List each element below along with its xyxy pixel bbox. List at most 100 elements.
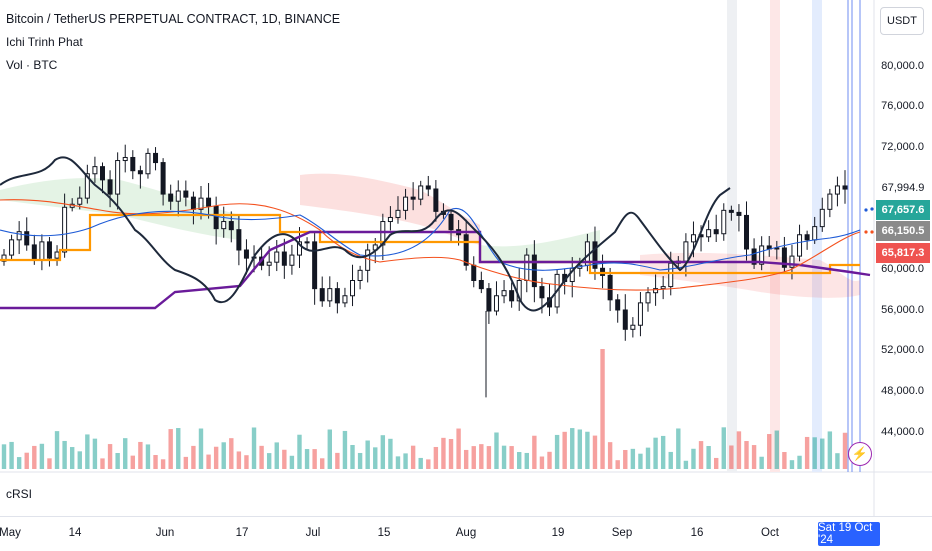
session-highlight-band: [727, 0, 737, 472]
volume-bar: [9, 441, 14, 469]
volume-bar: [426, 459, 431, 469]
volume-bar: [69, 447, 75, 469]
indicator-ichi-label[interactable]: Ichi Trinh Phat: [6, 35, 83, 49]
volume-bar: [827, 431, 833, 469]
volume-bar: [327, 429, 332, 469]
base-line: [0, 207, 861, 271]
volume-bar: [176, 428, 181, 469]
candle-body: [99, 166, 105, 181]
candle-body: [410, 196, 416, 200]
price-chart[interactable]: [0, 0, 932, 516]
candle-body: [92, 166, 98, 175]
volume-bar: [456, 428, 461, 469]
candle-body: [243, 249, 249, 259]
volume-bar: [751, 445, 757, 469]
volume-bar: [32, 445, 37, 469]
volume-bar: [562, 431, 567, 469]
volume-bar: [266, 453, 272, 469]
ichimoku-cloud: [640, 252, 860, 298]
price-tick: 72,000.0: [881, 141, 924, 153]
forecast-dot: [864, 230, 868, 234]
indicator-volume-label[interactable]: Vol · BTC: [6, 58, 58, 72]
volume-bar: [342, 430, 348, 469]
candle-body: [509, 290, 515, 302]
price-tick: 44,000.0: [881, 426, 924, 438]
candle-body: [653, 288, 659, 294]
volume-bar: [607, 442, 613, 469]
candle-body: [77, 197, 83, 205]
volume-bar: [403, 453, 408, 469]
volume-bar: [115, 453, 120, 469]
price-tick: 76,000.0: [881, 100, 924, 112]
symbol-title[interactable]: Bitcoin / TetherUS PERPETUAL CONTRACT, 1…: [6, 12, 341, 26]
candle-body: [630, 324, 636, 330]
volume-bar: [145, 444, 151, 469]
candle-body: [24, 231, 30, 246]
candle-body: [418, 185, 424, 200]
volume-bar: [721, 427, 726, 469]
candle-body: [160, 162, 166, 195]
time-tick: 19: [551, 527, 565, 539]
current-price-label: 67,994.9: [881, 182, 925, 194]
volume-bar: [198, 428, 204, 469]
candle-body: [54, 251, 60, 259]
volume-bar: [191, 445, 196, 469]
volume-bar: [107, 444, 113, 469]
time-tick: May: [0, 527, 21, 539]
lightning-icon[interactable]: ⚡: [848, 442, 872, 466]
volume-bar: [744, 441, 749, 469]
volume-bar: [676, 428, 681, 469]
forecast-dot: [870, 230, 874, 234]
time-tick: Oct: [761, 527, 779, 539]
currency-button[interactable]: USDT: [880, 7, 924, 35]
candle-body: [387, 216, 393, 223]
candle-body: [637, 302, 643, 326]
volume-bar: [395, 456, 401, 469]
candle-body: [524, 254, 530, 281]
volume-bar: [92, 438, 98, 469]
volume-bar: [804, 436, 810, 469]
candle-body: [819, 208, 825, 228]
volume-bar: [274, 442, 279, 469]
volume-bar: [251, 427, 257, 469]
volume-bar: [320, 458, 325, 469]
time-axis[interactable]: May 14 Jun 17 Jul 15 Aug 19 Sep 16 Oct S…: [0, 516, 932, 551]
volume-bar: [691, 448, 696, 469]
kijun-line: [0, 213, 860, 275]
indicator-crsi-label[interactable]: cRSI: [6, 487, 33, 501]
candle-body: [198, 197, 204, 210]
volume-bar: [524, 452, 529, 469]
candle-body: [107, 179, 113, 195]
candle-body: [713, 229, 719, 235]
volume-bar: [259, 445, 264, 469]
ichimoku-cloud: [480, 230, 600, 264]
time-tick: Aug: [455, 527, 477, 539]
candle-body: [327, 288, 333, 302]
volume-bar: [365, 440, 370, 469]
price-tick: 48,000.0: [881, 385, 924, 397]
candle-body: [501, 290, 507, 297]
volume-bar: [592, 435, 598, 469]
candle-body: [296, 241, 302, 256]
time-tick: 14: [68, 527, 82, 539]
candle-body: [395, 209, 401, 218]
volume-bar: [1, 444, 7, 469]
volume-bar: [585, 431, 590, 469]
candle-body: [471, 264, 477, 281]
candle-body: [744, 214, 750, 250]
candle-body: [319, 288, 325, 302]
volume-bar: [380, 435, 386, 469]
volume-bar: [100, 458, 105, 469]
volume-bar: [54, 431, 60, 469]
session-highlight-band: [770, 0, 780, 472]
volume-bar: [554, 434, 560, 469]
candle-body: [221, 221, 227, 230]
volume-bar: [668, 451, 673, 469]
volume-bar: [433, 446, 439, 469]
candle-body: [274, 251, 280, 263]
candle-body: [289, 254, 295, 266]
volume-bar: [229, 438, 234, 469]
candle-body: [334, 288, 340, 304]
candle-body: [751, 248, 757, 265]
volume-bar: [312, 449, 317, 469]
